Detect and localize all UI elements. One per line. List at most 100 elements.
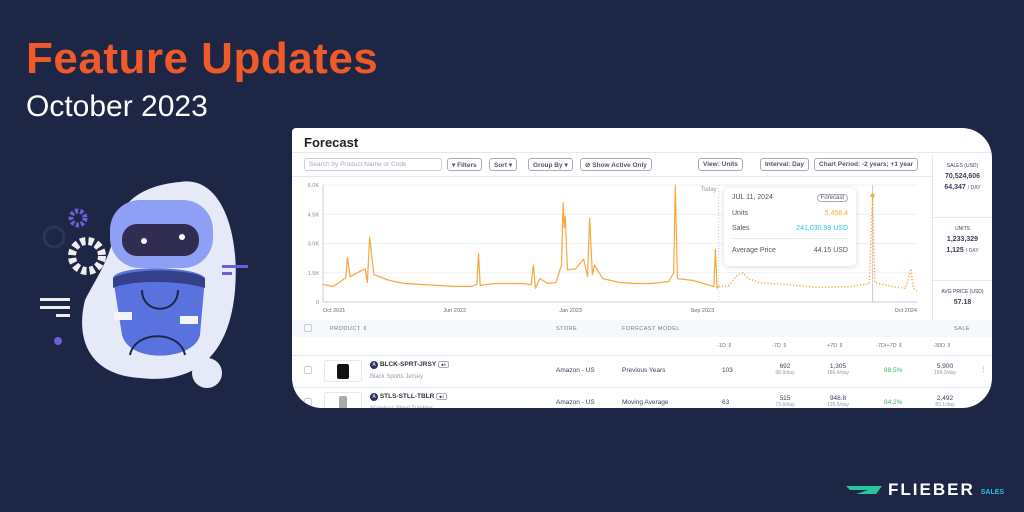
page-title: Forecast: [304, 135, 359, 150]
value-1d: 63: [722, 399, 730, 406]
product-sku[interactable]: BLCK-SPRT-JRSY: [379, 361, 437, 368]
product-image: [324, 392, 362, 408]
tooltip-sales-label: Sales: [732, 225, 750, 232]
summary-units: UNITS 1,233,329 1,125 / DAY: [933, 226, 992, 281]
summary-label: UNITS: [955, 226, 970, 232]
summary-value: 70,524,606: [944, 173, 981, 180]
tag-icon: ⬥2: [436, 393, 448, 400]
view-units-button[interactable]: View: Units: [698, 158, 743, 171]
column-30d[interactable]: -30D ⇕: [933, 343, 952, 349]
show-active-toggle[interactable]: ⊘ Show Active Only: [580, 158, 652, 171]
rate-30d: 199.3/day: [934, 370, 956, 376]
chevron-down-icon: ▾: [508, 162, 513, 169]
interval-button[interactable]: Interval: Day: [760, 158, 810, 171]
column-product[interactable]: PRODUCT ⇕: [330, 326, 368, 332]
table-row[interactable]: A BLCK-SPRT-JRSY ⬥5 Black Sports Jersey …: [292, 355, 992, 387]
tag-count: 2: [441, 394, 445, 399]
forecast-chart: 0 1.5K 3.0K 4.5K 6.0K Oct 2021 Jun 2022 Jan 202…: [308, 183, 918, 314]
y-tick-label: 4.5K: [308, 212, 320, 218]
logo-text: FLIEBER: [888, 480, 975, 499]
table-subheader: -1D ⇕ -7D ⇕ +7D ⇕ -7D/+7D ⇕ -30D ⇕: [292, 337, 992, 355]
y-tick-label: 0: [316, 300, 319, 306]
product-name: Stainless Steel Tumbler: [370, 406, 433, 408]
gear-icon: [68, 208, 88, 228]
value-7d: 515: [779, 395, 791, 402]
tooltip-sales: 241,030.99 USD: [796, 225, 848, 232]
search-input[interactable]: Search by Product Name or Code: [304, 158, 442, 171]
amazon-icon: A: [370, 361, 378, 369]
column-store: STORE: [556, 326, 578, 332]
select-all-checkbox[interactable]: [304, 324, 312, 332]
product-image: [324, 360, 362, 382]
value-30d: 2,492: [936, 395, 954, 402]
filter-icon: ▾: [452, 162, 458, 169]
tooltip-date: JUL 11, 2024: [732, 194, 773, 201]
summary-value: 57.18: [953, 299, 972, 306]
tooltip-avg-label: Average Price: [732, 247, 776, 254]
value-plus7d: 948.8: [829, 395, 847, 402]
rate-plus7d: 186.4/day: [827, 370, 849, 376]
logo-sales: SALES: [980, 488, 1005, 496]
tag-icon: ⬥5: [437, 361, 450, 368]
product-name: Black Sports Jersey: [370, 374, 424, 380]
hover-point: [870, 193, 875, 198]
robot-illustration: [40, 181, 248, 388]
rate-plus7d: 135.5/day: [827, 402, 849, 408]
row-checkbox[interactable]: [304, 366, 312, 374]
summary-per-day: 64,347: [944, 184, 966, 191]
chart-period-button[interactable]: Chart Period: -2 years; +1 year: [814, 158, 919, 171]
y-tick-label: 1.5K: [308, 271, 320, 277]
wing-icon: [846, 486, 882, 494]
group-by-dropdown[interactable]: Group By ▾: [528, 158, 573, 171]
tag-count: 5: [443, 362, 447, 367]
summary-avg-price: AVG PRICE (USD) 57.18: [933, 289, 992, 306]
summary-unit: / DAY: [967, 185, 981, 191]
row-checkbox[interactable]: [304, 398, 312, 406]
table-header: PRODUCT ⇕ STORE FORECAST MODEL SALE: [292, 320, 992, 337]
value-7d: 692: [779, 363, 791, 370]
sort-dropdown[interactable]: Sort ▾: [489, 158, 518, 171]
summary-value: 1,233,329: [946, 236, 979, 243]
table-row[interactable]: A STLS-STLL-TBLR ⬥2 Stainless Steel Tumb…: [292, 387, 992, 408]
summary-unit: / DAY: [965, 248, 979, 254]
x-tick-label: Jun 2022: [443, 308, 466, 314]
history-line: [322, 184, 720, 289]
more-icon[interactable]: ⋮: [980, 366, 987, 373]
summary-panel: SALES (USD) 70,524,606 64,347 / DAY UNIT…: [932, 155, 992, 320]
value-30d: 5,900: [936, 363, 954, 370]
more-icon[interactable]: ⋮: [980, 398, 987, 405]
banner-title: Feature Updates: [26, 34, 379, 83]
x-tick-label: Jan 2023: [559, 308, 582, 314]
forecast-model[interactable]: Moving Average: [622, 399, 669, 406]
x-tick-label: Sep 2023: [691, 308, 715, 314]
banner-subtitle: October 2023: [26, 90, 208, 123]
column-7d[interactable]: -7D ⇕: [772, 343, 787, 349]
summary-label: SALES (USD): [946, 163, 979, 169]
value-1d: 103: [722, 367, 733, 374]
tooltip-units: 5,458.4: [824, 210, 848, 217]
flieber-logo: FLIEBER SALES: [846, 480, 1004, 500]
forecast-badge: Forecast: [816, 194, 848, 202]
column-sales: SALE: [954, 326, 971, 332]
rate-7d: 98.9/day: [775, 370, 795, 376]
forecast-line: [718, 194, 918, 291]
y-tick-label: 6.0K: [308, 183, 320, 189]
today-label: Today: [701, 187, 717, 193]
summary-sales: SALES (USD) 70,524,606 64,347 / DAY: [933, 163, 992, 218]
filters-button[interactable]: ▾ Filters: [447, 158, 482, 171]
column-1d[interactable]: -1D ⇕: [717, 343, 732, 349]
x-tick-label: Oct 2024: [895, 308, 917, 314]
column-ratio[interactable]: -7D/+7D ⇕: [876, 343, 903, 349]
summary-label: AVG PRICE (USD): [941, 289, 984, 295]
store: Amazon - US: [556, 367, 595, 374]
gear-icon: [68, 237, 106, 275]
chart-tooltip: JUL 11, 2024 Forecast Units 5,458.4 Sales 2…: [724, 188, 856, 266]
column-plus7d[interactable]: +7D ⇕: [827, 343, 844, 349]
y-tick-label: 3.0K: [308, 242, 320, 248]
eye-off-icon: ⊘: [585, 162, 593, 169]
tooltip-avg: 44.15 USD: [813, 247, 848, 254]
tooltip-units-label: Units: [732, 210, 748, 217]
product-sku[interactable]: STLS-STLL-TBLR: [379, 393, 435, 400]
amazon-icon: A: [370, 393, 378, 401]
forecast-model[interactable]: Previous Years: [622, 367, 666, 374]
